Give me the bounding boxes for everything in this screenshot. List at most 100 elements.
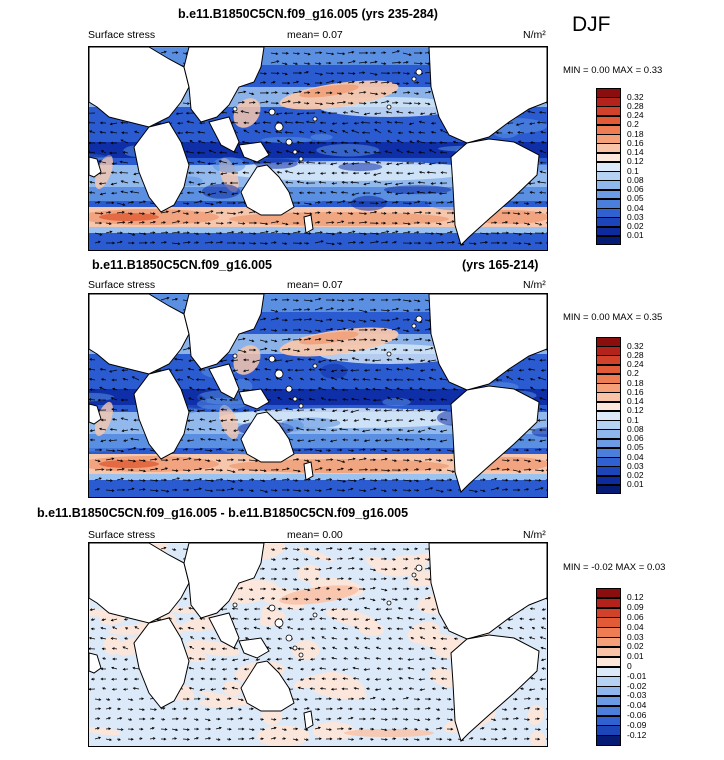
colorbar-label: 0.2	[627, 119, 639, 130]
continent-outline	[208, 363, 240, 400]
continent-outline	[303, 710, 314, 730]
colorbar-swatch	[596, 235, 621, 246]
stress-difference-map	[89, 543, 547, 746]
continent-outline	[89, 156, 102, 178]
colorbar-label: 0.06	[627, 611, 644, 622]
panel-3-mean: mean= 0.00	[287, 529, 343, 541]
colorbar-swatch	[596, 705, 621, 717]
continent-outline	[428, 47, 547, 144]
panel-3-units: N/m²	[523, 529, 546, 541]
colorbar-label: 0.1	[627, 165, 639, 176]
colorbar-swatch	[596, 715, 621, 726]
colorbar-label: 0.18	[627, 377, 644, 388]
continent-outline	[89, 294, 190, 375]
panel-2-mean: mean= 0.07	[287, 279, 343, 291]
panel-3-title: b.e11.B1850C5CN.f09_g16.005 - b.e11.B185…	[37, 506, 409, 520]
colorbar-label: 0.01	[627, 479, 644, 490]
colorbar-label: 0.02	[627, 221, 644, 232]
colorbar-label: 0.04	[627, 621, 644, 632]
panel-1-map	[88, 46, 548, 251]
surface-stress-map	[89, 47, 547, 250]
panel-1-colorbar: 0.32 0.28 0.24 0.2 0.18 0.16 0.14 0.12 0.1 0.08 0.…	[596, 88, 644, 246]
continent-outline	[303, 214, 314, 234]
panel-3-colorbar: 0.12 0.09 0.06 0.04 0.03 0.02 0.01 0 -0.01 -0.02-…	[596, 588, 646, 746]
panel-2-units: N/m²	[523, 279, 546, 291]
continent-outline	[428, 294, 547, 391]
continent-outline	[183, 47, 265, 123]
colorbar-label: 0.05	[627, 193, 644, 204]
colorbar-swatch	[596, 607, 621, 618]
colorbar-label: 0.08	[627, 174, 644, 185]
panel-1-minmax: MIN = 0.00 MAX = 0.33	[563, 65, 663, 76]
colorbar-label: 0.01	[627, 651, 644, 662]
continent-outline	[240, 660, 295, 712]
colorbar-label: 0.28	[627, 349, 644, 360]
continent-outline	[238, 637, 270, 659]
colorbar-label: 0.06	[627, 433, 644, 444]
continent-outline	[133, 617, 190, 709]
continent-outline	[208, 612, 240, 649]
colorbar-swatch	[596, 617, 621, 628]
colorbar-label: 0.32	[627, 91, 644, 102]
continent-outline	[238, 388, 270, 410]
colorbar-label: 0.16	[627, 137, 644, 148]
colorbar-label: 0.12	[627, 405, 644, 416]
continent-outline	[133, 368, 190, 460]
panel-3-map	[88, 542, 548, 747]
colorbar-swatch	[596, 735, 621, 746]
colorbar-label: 0.04	[627, 451, 644, 462]
colorbar-label: 0.16	[627, 386, 644, 397]
continent-outline	[240, 411, 295, 463]
colorbar-label: 0.08	[627, 423, 644, 434]
colorbar-swatch	[596, 484, 621, 495]
colorbar-label: 0.28	[627, 100, 644, 111]
colorbar-label: 0.04	[627, 202, 644, 213]
colorbar-label: 0.14	[627, 147, 644, 158]
colorbar-label: 0.03	[627, 631, 644, 642]
colorbar-label: 0.05	[627, 442, 644, 453]
continent-outline	[89, 403, 102, 425]
colorbar-label: 0.14	[627, 396, 644, 407]
continent-outline	[450, 634, 540, 742]
panel-2-years: (yrs 165-214)	[462, 258, 539, 272]
colorbar-label: 0.12	[627, 592, 644, 603]
panel-3-minmax: MIN = -0.02 MAX = 0.03	[563, 562, 666, 573]
continent-outline	[303, 461, 314, 481]
panel-2-title: b.e11.B1850C5CN.f09_g16.005	[92, 258, 272, 272]
continent-outline	[89, 47, 190, 128]
colorbar-label: 0.09	[627, 602, 644, 613]
continent-outline	[89, 652, 102, 674]
surface-stress-map	[89, 294, 547, 497]
colorbar-label: -0.12	[627, 729, 647, 740]
colorbar-label: 0.24	[627, 110, 644, 121]
continent-outline	[238, 141, 270, 163]
colorbar-label: -0.04	[627, 700, 647, 711]
colorbar-label: -0.06	[627, 710, 647, 721]
colorbar-label: -0.09	[627, 719, 647, 730]
panel-2-map	[88, 293, 548, 498]
colorbar-swatch	[596, 676, 621, 687]
panel-2-variable: Surface stress	[88, 279, 156, 291]
colorbar-label: -0.03	[627, 690, 647, 701]
colorbar-swatch	[596, 597, 621, 609]
panel-2-minmax: MIN = 0.00 MAX = 0.35	[563, 312, 663, 323]
continent-outline	[183, 294, 265, 370]
colorbar-label: 0.1	[627, 414, 639, 425]
colorbar-label: 0.06	[627, 184, 644, 195]
colorbar-swatch	[596, 725, 621, 736]
wind-vectors	[89, 50, 547, 246]
colorbar-swatch	[596, 686, 621, 697]
colorbar-label: 0.03	[627, 460, 644, 471]
colorbar-label: 0.2	[627, 368, 639, 379]
continent-outline	[133, 121, 190, 213]
colorbar-label: 0.03	[627, 211, 644, 222]
colorbar-label: 0.18	[627, 128, 644, 139]
panel-1-title: b.e11.B1850C5CN.f09_g16.005 (yrs 235-284…	[178, 7, 438, 21]
colorbar-swatch	[596, 656, 621, 667]
continent-outline	[183, 543, 265, 619]
continent-outline	[208, 116, 240, 153]
colorbar-label: 0.24	[627, 359, 644, 370]
panel-1-units: N/m²	[523, 29, 546, 41]
colorbar-swatch	[596, 695, 621, 707]
continent-outline	[450, 138, 540, 246]
